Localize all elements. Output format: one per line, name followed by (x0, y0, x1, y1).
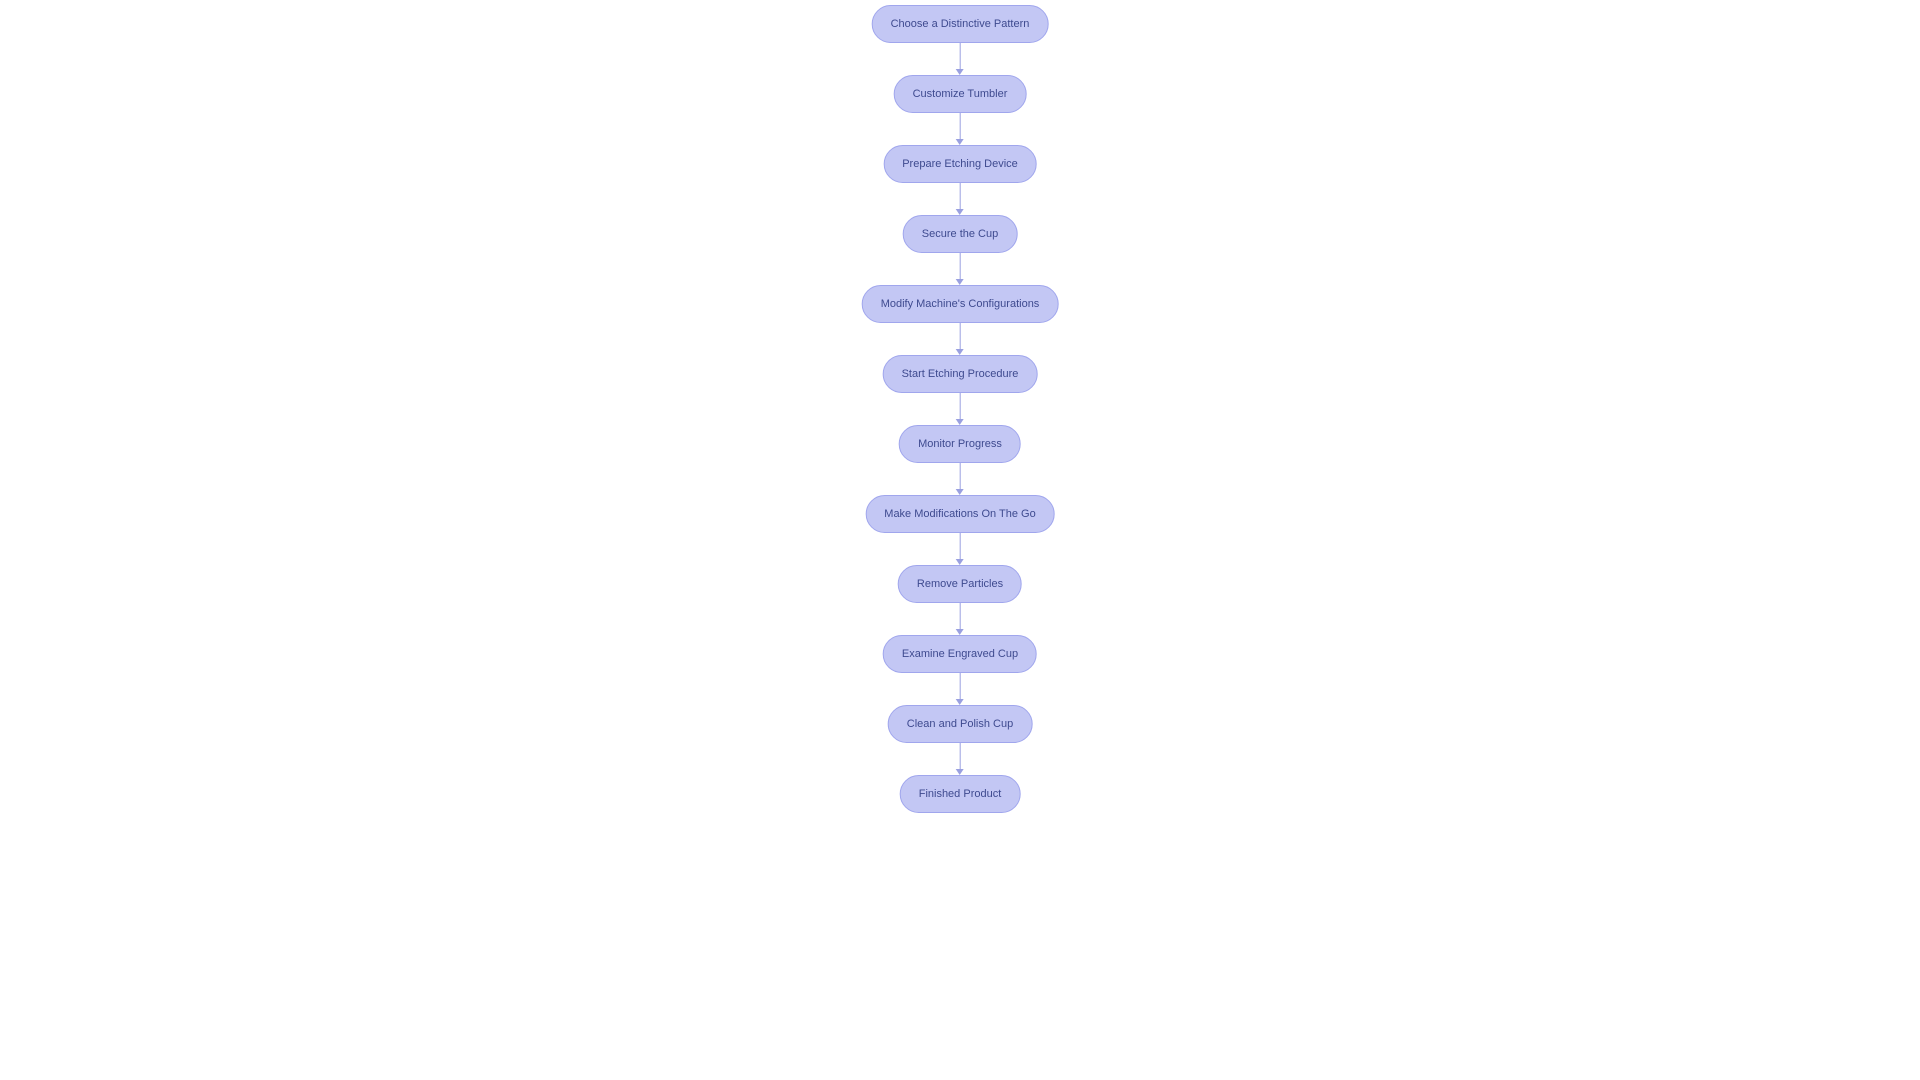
node-label: Modify Machine's Configurations (881, 298, 1040, 310)
flowchart-node: Examine Engraved Cup (883, 635, 1037, 673)
node-label: Finished Product (919, 788, 1002, 800)
edge-line (960, 43, 961, 69)
edge-line (960, 113, 961, 139)
flowchart-node: Finished Product (900, 775, 1021, 813)
flowchart-node: Clean and Polish Cup (888, 705, 1032, 743)
flowchart-edge (956, 393, 964, 425)
node-label: Examine Engraved Cup (902, 648, 1018, 660)
flowchart-edge (956, 603, 964, 635)
node-label: Clean and Polish Cup (907, 718, 1013, 730)
node-label: Prepare Etching Device (902, 158, 1018, 170)
flowchart-container: Choose a Distinctive Pattern Customize T… (862, 5, 1059, 813)
flowchart-node: Make Modifications On The Go (865, 495, 1054, 533)
flowchart-node: Start Etching Procedure (883, 355, 1038, 393)
node-label: Make Modifications On The Go (884, 508, 1035, 520)
flowchart-edge (956, 113, 964, 145)
node-label: Customize Tumbler (913, 88, 1008, 100)
flowchart-edge (956, 183, 964, 215)
flowchart-node: Prepare Etching Device (883, 145, 1037, 183)
flowchart-node: Remove Particles (898, 565, 1022, 603)
edge-line (960, 673, 961, 699)
edge-line (960, 323, 961, 349)
flowchart-node: Monitor Progress (899, 425, 1021, 463)
flowchart-edge (956, 673, 964, 705)
flowchart-edge (956, 253, 964, 285)
edge-line (960, 603, 961, 629)
flowchart-edge (956, 743, 964, 775)
flowchart-node: Modify Machine's Configurations (862, 285, 1059, 323)
edge-line (960, 253, 961, 279)
node-label: Monitor Progress (918, 438, 1002, 450)
edge-line (960, 463, 961, 489)
edge-line (960, 393, 961, 419)
flowchart-node: Choose a Distinctive Pattern (872, 5, 1049, 43)
node-label: Secure the Cup (922, 228, 998, 240)
flowchart-edge (956, 533, 964, 565)
node-label: Remove Particles (917, 578, 1003, 590)
edge-line (960, 533, 961, 559)
edge-line (960, 183, 961, 209)
flowchart-edge (956, 43, 964, 75)
flowchart-edge (956, 463, 964, 495)
node-label: Start Etching Procedure (902, 368, 1019, 380)
edge-line (960, 743, 961, 769)
flowchart-node: Customize Tumbler (894, 75, 1027, 113)
node-label: Choose a Distinctive Pattern (891, 18, 1030, 30)
flowchart-node: Secure the Cup (903, 215, 1017, 253)
flowchart-edge (956, 323, 964, 355)
